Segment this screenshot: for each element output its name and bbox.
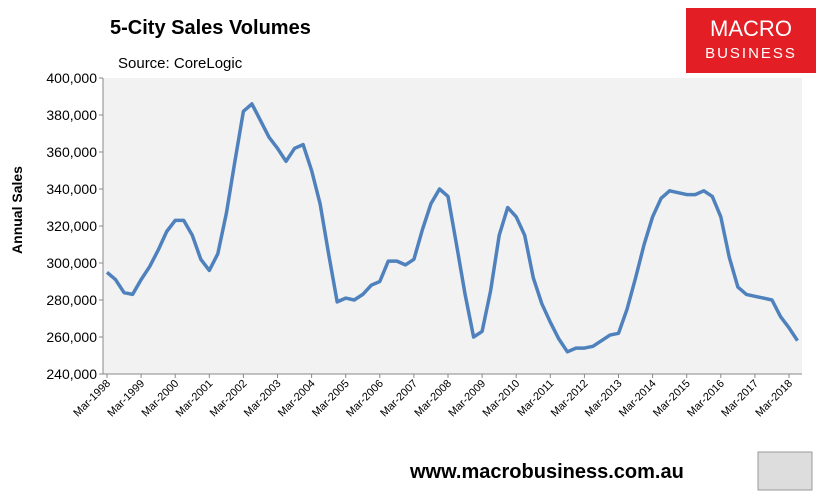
y-tick-label: 360,000 [46,144,97,160]
chart-title: 5-City Sales Volumes [110,17,311,39]
chart-subtitle: Source: CoreLogic [118,55,243,72]
logo-icon [757,451,813,491]
y-tick-label: 280,000 [46,292,97,308]
footer-url: www.macrobusiness.com.au [409,461,684,483]
y-tick-label: 260,000 [46,329,97,345]
line-series [105,102,799,354]
y-tick-label: 400,000 [46,70,97,86]
y-tick-label: 320,000 [46,218,97,234]
logo [686,8,816,73]
y-tick-label: 340,000 [46,181,97,197]
y-tick-label: 240,000 [46,366,97,382]
y-tick-label: 380,000 [46,107,97,123]
x-tick-label: Mar-2010 [481,378,523,420]
y-tick-label: 300,000 [46,255,97,271]
logo-text: MACRO [710,16,792,41]
logo-text: BUSINESS [705,45,797,62]
y-axis-label: Annual Sales [9,166,25,254]
x-tick-label: Mar-2018 [753,378,795,420]
